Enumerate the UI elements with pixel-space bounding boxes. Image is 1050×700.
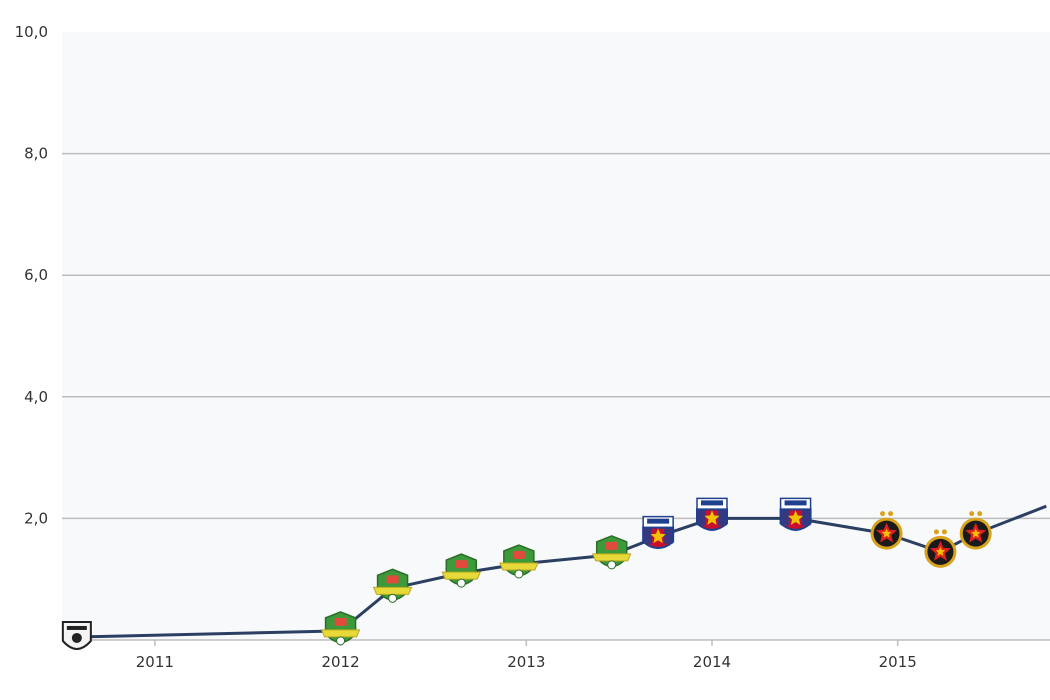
y-tick-label: 10,0 <box>15 23 48 41</box>
data-point-steaua-crest[interactable] <box>642 515 675 550</box>
x-tick-label: 2015 <box>879 653 917 671</box>
data-point-fcsb-crest[interactable] <box>959 511 992 550</box>
data-point-steaua-crest[interactable] <box>696 497 728 531</box>
data-point-green-crest[interactable] <box>441 553 482 588</box>
data-point-steaua-crest[interactable] <box>779 497 812 531</box>
y-tick-label: 2,0 <box>24 509 48 527</box>
y-tick-label: 8,0 <box>24 145 48 163</box>
y-tick-label: 4,0 <box>24 388 48 406</box>
data-point-green-crest[interactable] <box>372 568 413 603</box>
y-axis-ticks: 10,0 8,0 6,0 4,0 2,0 <box>15 23 48 527</box>
data-point-green-crest[interactable] <box>320 611 361 646</box>
plot-area <box>62 32 1050 640</box>
club-markers[interactable] <box>61 497 992 650</box>
data-point-green-crest[interactable] <box>499 544 539 579</box>
data-point-white-crest[interactable] <box>61 620 92 650</box>
y-tick-label: 6,0 <box>24 266 48 284</box>
x-tick-label: 2012 <box>321 653 359 671</box>
x-tick-label: 2011 <box>136 653 174 671</box>
data-point-fcsb-crest[interactable] <box>924 529 957 568</box>
x-tick-label: 2013 <box>507 653 545 671</box>
data-point-green-crest[interactable] <box>591 535 632 570</box>
data-point-fcsb-crest[interactable] <box>870 511 903 550</box>
x-tick-label: 2014 <box>693 653 731 671</box>
x-axis-ticks: 2011 2012 2013 2014 2015 <box>136 640 917 671</box>
